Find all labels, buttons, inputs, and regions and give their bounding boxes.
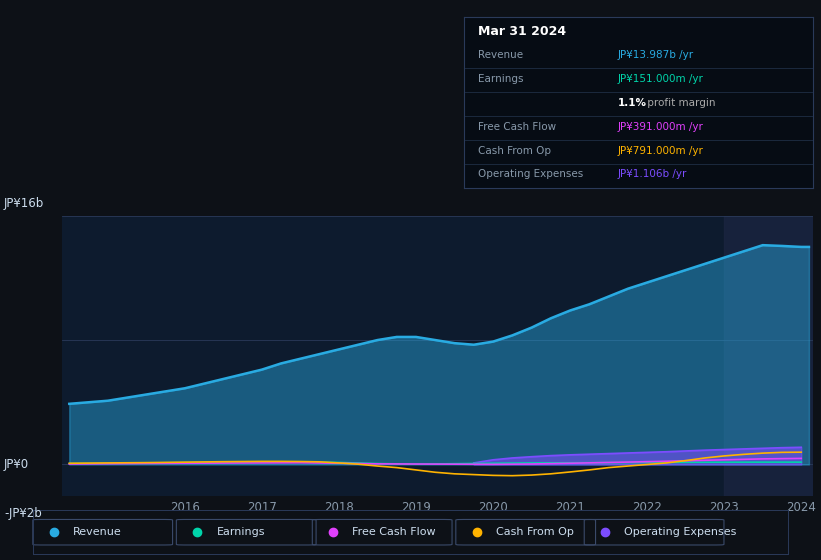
Text: JP¥391.000m /yr: JP¥391.000m /yr [617, 122, 704, 132]
Text: JP¥791.000m /yr: JP¥791.000m /yr [617, 146, 704, 156]
Text: Cash From Op: Cash From Op [496, 527, 574, 537]
Text: Free Cash Flow: Free Cash Flow [352, 527, 436, 537]
Text: JP¥1.106b /yr: JP¥1.106b /yr [617, 170, 687, 179]
Text: JP¥151.000m /yr: JP¥151.000m /yr [617, 74, 704, 84]
Text: Cash From Op: Cash From Op [478, 146, 551, 156]
Text: Free Cash Flow: Free Cash Flow [478, 122, 556, 132]
Text: Earnings: Earnings [478, 74, 523, 84]
Text: Earnings: Earnings [217, 527, 265, 537]
Text: Operating Expenses: Operating Expenses [624, 527, 736, 537]
Text: 1.1%: 1.1% [617, 97, 646, 108]
Text: JP¥16b: JP¥16b [4, 197, 44, 210]
Text: -JP¥2b: -JP¥2b [4, 507, 42, 520]
Text: Revenue: Revenue [478, 50, 523, 60]
Text: JP¥13.987b /yr: JP¥13.987b /yr [617, 50, 694, 60]
Text: JP¥0: JP¥0 [4, 458, 30, 471]
Text: Mar 31 2024: Mar 31 2024 [478, 25, 566, 38]
Text: Revenue: Revenue [73, 527, 122, 537]
Text: Operating Expenses: Operating Expenses [478, 170, 583, 179]
Bar [724, 216, 813, 496]
Text: profit margin: profit margin [644, 97, 715, 108]
